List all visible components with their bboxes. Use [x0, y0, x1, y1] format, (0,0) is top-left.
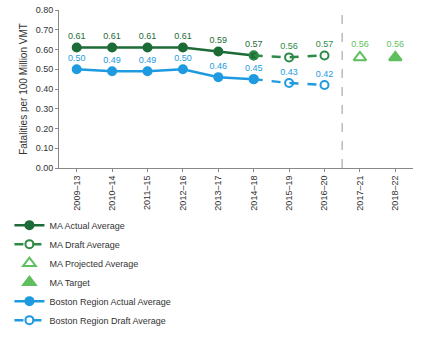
svg-text:Fatalities per 100 Million VMT: Fatalities per 100 Million VMT — [18, 23, 29, 155]
svg-text:2009–13: 2009–13 — [72, 176, 82, 211]
svg-text:0.50: 0.50 — [68, 53, 86, 63]
svg-text:2018–22: 2018–22 — [390, 176, 400, 211]
svg-text:0.20: 0.20 — [36, 124, 54, 134]
svg-text:0.61: 0.61 — [68, 31, 86, 41]
svg-text:2014–18: 2014–18 — [249, 176, 259, 211]
svg-text:0.61: 0.61 — [139, 31, 157, 41]
svg-text:0.80: 0.80 — [36, 5, 54, 15]
svg-text:0.49: 0.49 — [103, 55, 121, 65]
svg-text:0.56: 0.56 — [351, 39, 369, 49]
svg-text:0.57: 0.57 — [245, 39, 263, 49]
svg-text:2016–20: 2016–20 — [319, 176, 329, 211]
svg-text:MA Draft Average: MA Draft Average — [49, 240, 119, 250]
svg-text:0.30: 0.30 — [36, 104, 54, 114]
svg-text:0.42: 0.42 — [316, 69, 334, 79]
svg-text:2017–21: 2017–21 — [355, 176, 365, 211]
svg-text:0.45: 0.45 — [245, 63, 263, 73]
svg-text:0.50: 0.50 — [36, 64, 54, 74]
svg-text:MA Actual Average: MA Actual Average — [49, 221, 124, 231]
svg-text:0.56: 0.56 — [280, 41, 298, 51]
svg-text:Boston Region Draft Average: Boston Region Draft Average — [49, 316, 165, 326]
svg-text:0.40: 0.40 — [36, 84, 54, 94]
svg-text:0.46: 0.46 — [210, 61, 228, 71]
svg-text:0.56: 0.56 — [387, 39, 405, 49]
svg-text:2015–19: 2015–19 — [284, 176, 294, 211]
svg-text:0.50: 0.50 — [174, 53, 192, 63]
svg-text:2011–15: 2011–15 — [142, 176, 152, 210]
svg-text:2010–14: 2010–14 — [107, 176, 117, 211]
svg-text:0.43: 0.43 — [280, 67, 298, 77]
svg-text:0.59: 0.59 — [210, 35, 228, 45]
svg-text:0.70: 0.70 — [36, 25, 54, 35]
svg-text:2013–17: 2013–17 — [213, 176, 223, 211]
svg-text:0.61: 0.61 — [174, 31, 192, 41]
svg-text:MA Target: MA Target — [49, 278, 90, 288]
svg-text:0.49: 0.49 — [139, 55, 157, 65]
svg-text:0.57: 0.57 — [316, 39, 334, 49]
svg-text:0.61: 0.61 — [103, 31, 121, 41]
svg-text:Boston Region Actual Average: Boston Region Actual Average — [49, 297, 170, 307]
svg-text:MA Projected Average: MA Projected Average — [49, 259, 138, 269]
svg-text:2012–16: 2012–16 — [178, 176, 188, 211]
svg-text:0.60: 0.60 — [36, 45, 54, 55]
svg-text:0.00: 0.00 — [36, 163, 54, 173]
svg-text:0.10: 0.10 — [36, 143, 54, 153]
